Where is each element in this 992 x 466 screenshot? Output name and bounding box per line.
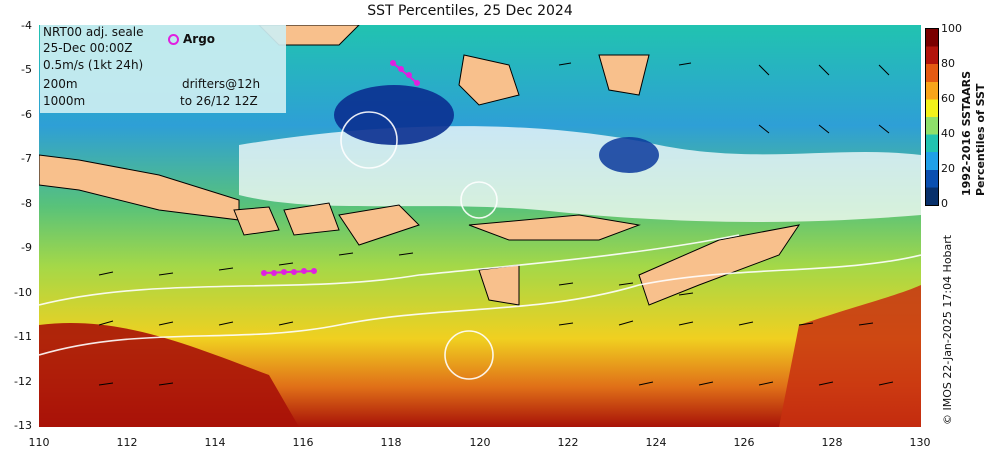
drifter-tracks xyxy=(261,60,420,276)
x-tick: 126 xyxy=(733,436,755,449)
current-vectors xyxy=(98,62,894,386)
x-tick: 112 xyxy=(116,436,138,449)
flores-island xyxy=(468,214,641,241)
colorbar xyxy=(925,28,939,206)
cold-anomaly-flores xyxy=(599,137,659,173)
legend-contour-1000: 1000m xyxy=(43,94,86,108)
map-legend: NRT00 adj. seale 25-Dec 00:00Z 0.5m/s (1… xyxy=(40,25,286,113)
x-tick: 128 xyxy=(821,436,843,449)
sumbawa-west xyxy=(338,204,420,246)
legend-arrow-scale: 0.5m/s (1kt 24h) xyxy=(43,58,144,72)
colorbar-tick: 80 xyxy=(941,57,955,70)
legend-drifters: drifters@12h xyxy=(182,77,261,91)
current-contours xyxy=(39,111,921,380)
argo-marker-icon xyxy=(168,34,179,45)
x-tick: 114 xyxy=(204,436,226,449)
warm-anomaly-sw xyxy=(39,323,299,427)
y-tick: -13 xyxy=(14,419,32,432)
colorbar-tick: 0 xyxy=(941,197,948,210)
argo-label: Argo xyxy=(183,32,216,46)
legend-drifters-to: to 26/12 12Z xyxy=(180,94,258,108)
x-tick: 122 xyxy=(557,436,579,449)
legend-time: 25-Dec 00:00Z xyxy=(43,41,133,55)
x-tick: 130 xyxy=(909,436,931,449)
colorbar-title-line1: 1992-2016 SSTAARS xyxy=(960,70,973,196)
legend-contour-200: 200m xyxy=(43,77,78,91)
sst-map xyxy=(39,25,921,427)
colorbar-tick: 20 xyxy=(941,162,955,175)
y-tick: -11 xyxy=(14,330,32,343)
sulawesi-south xyxy=(458,54,520,106)
y-tick: -5 xyxy=(21,63,32,76)
cold-anomaly xyxy=(334,85,454,145)
timor-island xyxy=(638,224,801,306)
colorbar-tick: 100 xyxy=(941,22,962,35)
y-tick: -10 xyxy=(14,286,32,299)
land xyxy=(39,25,801,306)
y-tick: -4 xyxy=(21,19,32,32)
bali-island xyxy=(233,206,280,236)
colorbar-title-line2: Percentiles of SST xyxy=(974,83,987,196)
x-tick: 124 xyxy=(645,436,667,449)
cloud-gap xyxy=(239,126,921,222)
credit-text: © IMOS 22-Jan-2025 17:04 Hobart xyxy=(941,234,954,425)
x-tick: 110 xyxy=(28,436,50,449)
warm-anomaly-se xyxy=(779,285,921,427)
colorbar-title: 1992-2016 SSTAARS Percentiles of SST xyxy=(960,71,988,196)
y-tick: -9 xyxy=(21,241,32,254)
x-tick: 118 xyxy=(380,436,402,449)
legend-product: NRT00 adj. seale xyxy=(43,25,144,39)
buton-island xyxy=(598,54,650,96)
lombok-island xyxy=(283,202,340,236)
y-tick: -8 xyxy=(21,197,32,210)
y-tick: -6 xyxy=(21,108,32,121)
colorbar-tick: 40 xyxy=(941,127,955,140)
y-tick: -7 xyxy=(21,152,32,165)
colorbar-tick: 60 xyxy=(941,92,955,105)
y-tick: -12 xyxy=(14,375,32,388)
x-tick: 120 xyxy=(469,436,491,449)
map-title: SST Percentiles, 25 Dec 2024 xyxy=(367,3,573,19)
legend-argo: Argo xyxy=(168,32,215,46)
sst-map-canvas xyxy=(39,25,921,427)
x-tick: 116 xyxy=(292,436,314,449)
